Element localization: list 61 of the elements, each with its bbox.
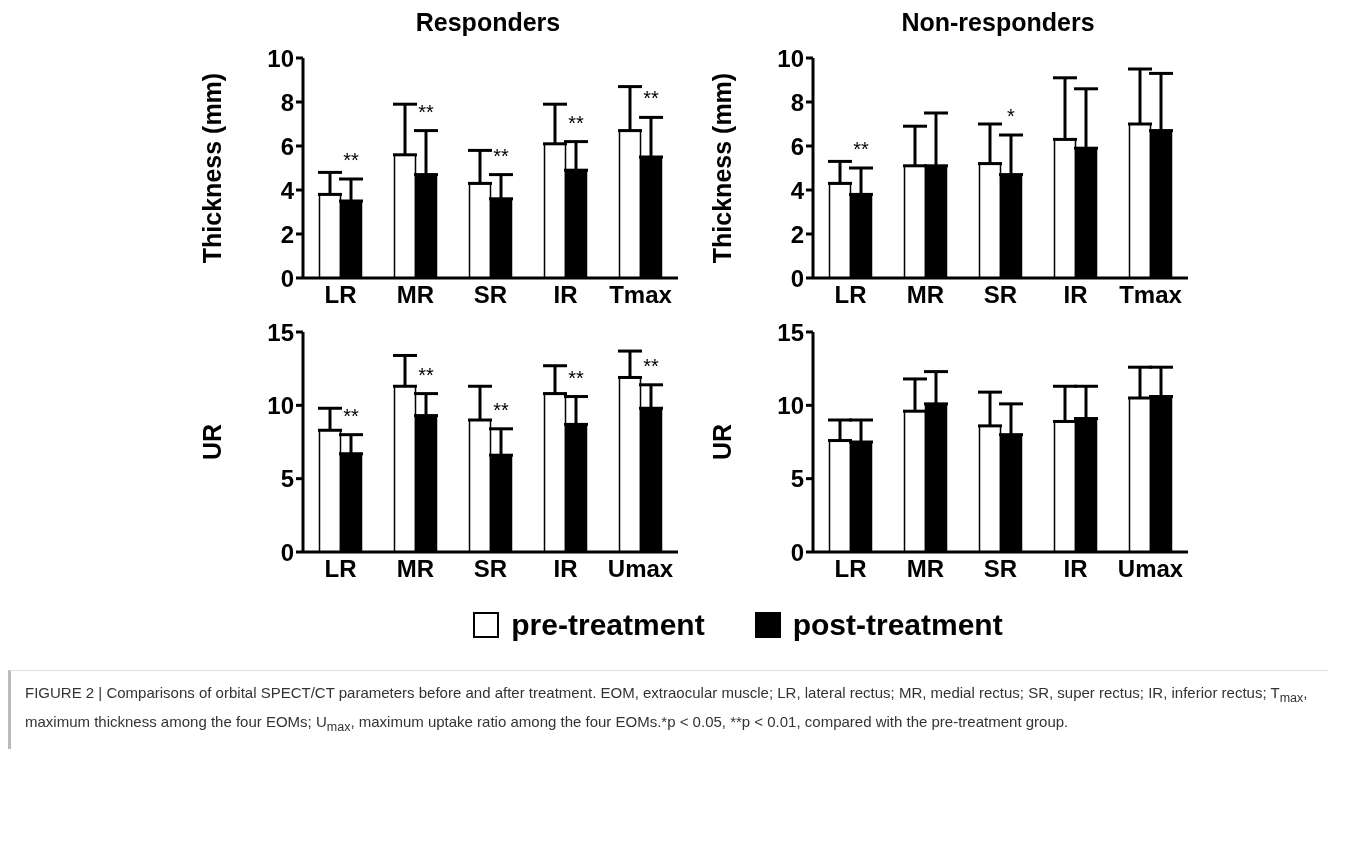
annotation: ** (418, 100, 434, 123)
x-tick-label: SR (983, 281, 1018, 309)
y-tick-label: 6 (790, 132, 804, 160)
y-axis-title: UR (197, 423, 226, 461)
y-tick-label: 10 (267, 44, 294, 72)
x-tick-label: SR (473, 281, 508, 309)
x-tick-label: IR (1063, 555, 1088, 583)
x-tick-label: Umax (1117, 555, 1184, 583)
annotation: ** (643, 354, 659, 377)
x-tick-label: IR (1063, 281, 1088, 309)
y-tick-label: 2 (280, 220, 294, 248)
y-tick-label: 8 (280, 88, 294, 116)
chart-title: Responders (415, 8, 561, 36)
x-tick-label: MR (396, 281, 435, 309)
legend-label: pre-treatment (511, 608, 705, 642)
annotation: ** (853, 138, 869, 160)
x-tick-label: LR (324, 281, 357, 309)
x-tick-label: MR (906, 555, 945, 583)
annotation: ** (568, 366, 584, 389)
y-tick-label: 15 (777, 318, 804, 346)
annotation: ** (568, 111, 584, 134)
y-tick-label: 0 (790, 264, 804, 292)
y-tick-label: 8 (790, 88, 804, 116)
y-tick-label: 5 (280, 465, 294, 493)
y-tick-label: 15 (267, 318, 294, 346)
y-tick-label: 5 (790, 465, 804, 493)
x-tick-label: IR (553, 281, 578, 309)
x-tick-label: LR (324, 555, 357, 583)
x-tick-label: Tmax (609, 281, 673, 309)
text: FIGURE 2 | Comparisons of orbital SPECT/CT parameters before and after treatment. EOM, extraocular muscle; LR, lateral rectus; MR, medial rectus; SR, super rectus; IR, inferior rectus; T$_{max}$, maximum thickness among the four EOMs; U$_{max}$, maximum uptake ratio among the four EOMs.*p < 0.05, **p < 0.01, compared with the pre-treatment group. (25, 684, 1308, 734)
x-tick-label: LR (834, 281, 867, 309)
chart-title: Non-responders (901, 8, 1095, 36)
x-tick-label: Umax (607, 555, 674, 583)
y-tick-label: 6 (280, 132, 294, 160)
y-axis-title: Thickness (mm) (197, 72, 226, 264)
y-tick-label: 0 (790, 538, 804, 566)
annotation: ** (493, 144, 509, 167)
x-tick-label: SR (983, 555, 1018, 583)
y-tick-label: 4 (790, 176, 805, 204)
legend-label: post-treatment (792, 608, 1003, 642)
y-tick-label: 0 (280, 538, 294, 566)
x-tick-label: Tmax (1119, 281, 1183, 309)
x-tick-label: MR (906, 281, 945, 309)
x-tick-label: SR (473, 555, 508, 583)
annotation: ** (343, 404, 359, 427)
y-tick-label: 0 (280, 264, 294, 292)
annotation: ** (418, 363, 434, 386)
y-tick-label: 2 (790, 220, 804, 248)
y-tick-label: 4 (280, 176, 295, 204)
annotation: ** (343, 149, 359, 171)
annotation: * (1007, 105, 1016, 127)
annotation: ** (493, 398, 509, 421)
x-tick-label: MR (396, 555, 435, 583)
y-tick-label: 10 (267, 391, 294, 419)
annotation: ** (643, 87, 659, 110)
y-axis-title: Thickness (mm) (707, 72, 736, 264)
x-tick-label: LR (834, 555, 867, 583)
y-tick-label: 10 (777, 44, 804, 72)
y-tick-label: 10 (777, 391, 804, 419)
y-axis-title: UR (707, 423, 736, 461)
x-tick-label: IR (553, 555, 578, 583)
